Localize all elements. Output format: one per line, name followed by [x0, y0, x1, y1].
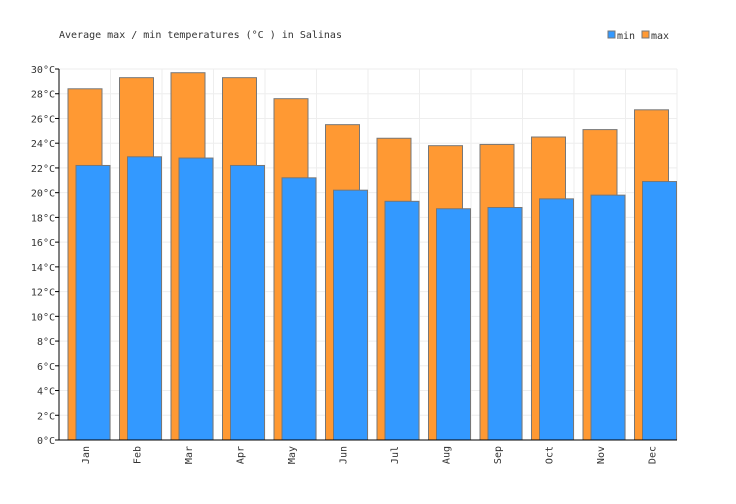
bar-min-jul	[384, 200, 420, 441]
legend-swatch-max	[641, 30, 650, 39]
legend-label-min: min	[617, 31, 635, 42]
x-tick-label: Apr	[235, 446, 246, 464]
x-tick-label: Feb	[132, 446, 143, 464]
y-tick-label: 28°C	[31, 90, 55, 101]
bar-min-oct	[539, 198, 574, 441]
bar-min-may	[281, 177, 317, 441]
x-tick-label: Aug	[441, 446, 452, 464]
legend: min max	[607, 30, 669, 42]
bar-min-mar	[178, 157, 214, 441]
y-tick-label: 20°C	[31, 189, 55, 200]
bars	[67, 72, 677, 441]
x-tick-label: Oct	[544, 446, 555, 464]
x-tick-label: Dec	[647, 446, 658, 464]
chart-title: Average max / min temperatures (°C ) in …	[59, 30, 342, 41]
bar-min-feb	[127, 156, 162, 441]
bar-min-jun	[333, 189, 368, 441]
y-tick-label: 4°C	[37, 387, 55, 398]
y-tick-label: 22°C	[31, 164, 55, 175]
bar-min-dec	[642, 181, 677, 441]
x-tick-label: Nov	[596, 446, 607, 464]
bar-min-aug	[436, 208, 471, 441]
y-tick-label: 26°C	[31, 114, 55, 125]
x-tick-label: Mar	[184, 446, 195, 464]
x-tick-label: Sep	[493, 446, 504, 464]
y-tick-label: 14°C	[31, 263, 55, 274]
y-tick-label: 30°C	[31, 65, 55, 76]
bar-min-sep	[487, 207, 523, 441]
legend-label-max: max	[651, 31, 669, 42]
y-tick-label: 24°C	[31, 139, 55, 150]
y-tick-label: 10°C	[31, 312, 55, 323]
x-tick-label: Jul	[390, 446, 401, 464]
y-tick-label: 12°C	[31, 288, 55, 299]
x-tick-label: Jan	[81, 446, 92, 464]
y-tick-label: 18°C	[31, 213, 55, 224]
bar-min-apr	[230, 164, 265, 441]
legend-swatch-min	[607, 30, 616, 39]
x-tick-label: Jun	[338, 446, 349, 464]
y-tick-label: 2°C	[37, 411, 55, 422]
bar-min-nov	[590, 194, 626, 441]
x-tick-label: May	[287, 446, 298, 464]
y-tick-label: 8°C	[37, 337, 55, 348]
y-tick-label: 0°C	[37, 436, 55, 447]
y-tick-label: 6°C	[37, 362, 55, 373]
bar-min-jan	[75, 164, 111, 441]
axes: 0°C 2°C 4°C 6°C 8°C 10°C 12°C 14°C 16°C 18°C 20°C 2…	[31, 65, 677, 464]
y-tick-label: 16°C	[31, 238, 55, 249]
